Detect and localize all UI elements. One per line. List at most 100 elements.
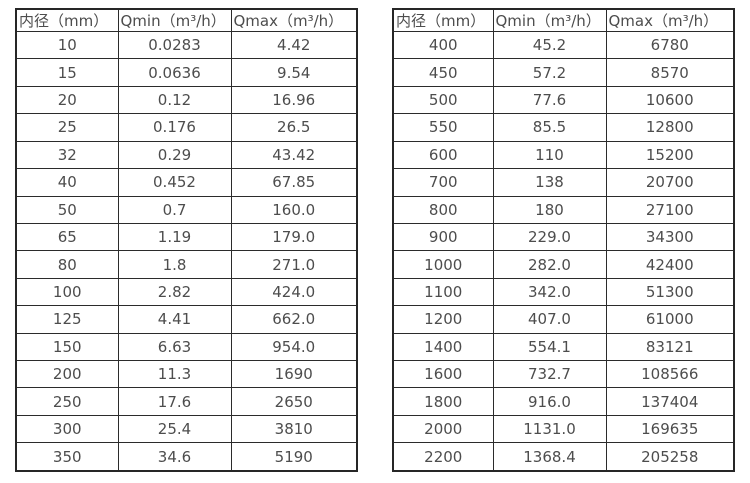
table-row: 65 1.19 179.0 [15,222,358,252]
table-cell: 450 [392,58,494,87]
table-cell: 180 [492,195,607,224]
table-cell: 17.6 [117,387,232,416]
table-cell: 25 [15,113,119,142]
table-cell: 16.96 [230,85,358,115]
table-row: 1100 342.0 51300 [392,277,735,307]
table-cell: 9.54 [230,58,358,87]
table-cell: 350 [15,442,119,472]
table-row: 300 25.4 3810 [15,414,358,444]
table-cell: 229.0 [492,222,607,252]
table-cell: 662.0 [230,305,358,334]
table-cell: 3810 [230,414,358,444]
table-cell: 916.0 [492,387,607,416]
table-cell: 15200 [605,140,735,170]
table-row: 1000 282.0 42400 [392,250,735,279]
table-cell: 1000 [392,250,494,279]
table-row: 600 110 15200 [392,140,735,170]
table-cell: 150 [15,332,119,362]
table-row: 1600 732.7 108566 [392,360,735,389]
table-cell: 15 [15,58,119,87]
table-cell: 800 [392,195,494,224]
table-cell: 342.0 [492,277,607,307]
table-row: 2000 1131.0 169635 [392,414,735,444]
table-cell: 26.5 [230,113,358,142]
table-cell: 4.41 [117,305,232,334]
table-cell: 34.6 [117,442,232,472]
table-cell: 6.63 [117,332,232,362]
table-cell: 43.42 [230,140,358,170]
table-cell: 1.19 [117,222,232,252]
table-row: 1800 916.0 137404 [392,387,735,416]
table-cell: 8570 [605,58,735,87]
table-cell: 200 [15,360,119,389]
table-cell: 271.0 [230,250,358,279]
table-cell: 40 [15,168,119,197]
table-cell: 85.5 [492,113,607,142]
table-row: 550 85.5 12800 [392,113,735,142]
table-cell: 0.0636 [117,58,232,87]
table-cell: 407.0 [492,305,607,334]
table-cell: 300 [15,414,119,444]
table-cell: 1200 [392,305,494,334]
table-cell: 424.0 [230,277,358,307]
table-cell: 125 [15,305,119,334]
table-cell: 500 [392,85,494,115]
table-cell: 80 [15,250,119,279]
table-cell: 600 [392,140,494,170]
table-row: 125 4.41 662.0 [15,305,358,334]
table-cell: 5190 [230,442,358,472]
table-cell: 160.0 [230,195,358,224]
table-cell: 1131.0 [492,414,607,444]
table-row: 150 6.63 954.0 [15,332,358,362]
table-cell: 900 [392,222,494,252]
table-cell: 12800 [605,113,735,142]
table-cell: 179.0 [230,222,358,252]
table-row: 1400 554.1 83121 [392,332,735,362]
table-cell: 1690 [230,360,358,389]
table-row: 250 17.6 2650 [15,387,358,416]
table-cell: 1368.4 [492,442,607,472]
table-row: 10 0.0283 4.42 [15,30,358,60]
header-row: 内径（mm） Qmin（m³/h） Qmax（m³/h） [392,8,735,32]
table-cell: 25.4 [117,414,232,444]
table-cell: 1100 [392,277,494,307]
table-cell: 550 [392,113,494,142]
spec-table-right: 内径（mm） Qmin（m³/h） Qmax（m³/h） 400 45.2 6780 450… [392,8,735,472]
table-cell: 2000 [392,414,494,444]
table-row: 800 180 27100 [392,195,735,224]
table-row: 700 138 20700 [392,168,735,197]
table-cell: 65 [15,222,119,252]
column-header: Qmax（m³/h） [605,8,735,32]
table-row: 80 1.8 271.0 [15,250,358,279]
table-cell: 1.8 [117,250,232,279]
table-cell: 61000 [605,305,735,334]
table-cell: 1600 [392,360,494,389]
table-cell: 67.85 [230,168,358,197]
table-cell: 169635 [605,414,735,444]
table-cell: 205258 [605,442,735,472]
table-cell: 250 [15,387,119,416]
table-row: 25 0.176 26.5 [15,113,358,142]
table-cell: 0.7 [117,195,232,224]
table-row: 2200 1368.4 205258 [392,442,735,472]
table-cell: 110 [492,140,607,170]
table-cell: 20 [15,85,119,115]
table-cell: 50 [15,195,119,224]
table-cell: 282.0 [492,250,607,279]
table-cell: 34300 [605,222,735,252]
table-cell: 83121 [605,332,735,362]
table-cell: 108566 [605,360,735,389]
table-cell: 42400 [605,250,735,279]
table-cell: 0.176 [117,113,232,142]
column-header: Qmin（m³/h） [492,8,607,32]
table-cell: 27100 [605,195,735,224]
table-cell: 77.6 [492,85,607,115]
table-row: 200 11.3 1690 [15,360,358,389]
table-row: 20 0.12 16.96 [15,85,358,115]
table-row: 32 0.29 43.42 [15,140,358,170]
table-cell: 57.2 [492,58,607,87]
table-cell: 20700 [605,168,735,197]
table-cell: 0.0283 [117,30,232,60]
column-header: Qmin（m³/h） [117,8,232,32]
